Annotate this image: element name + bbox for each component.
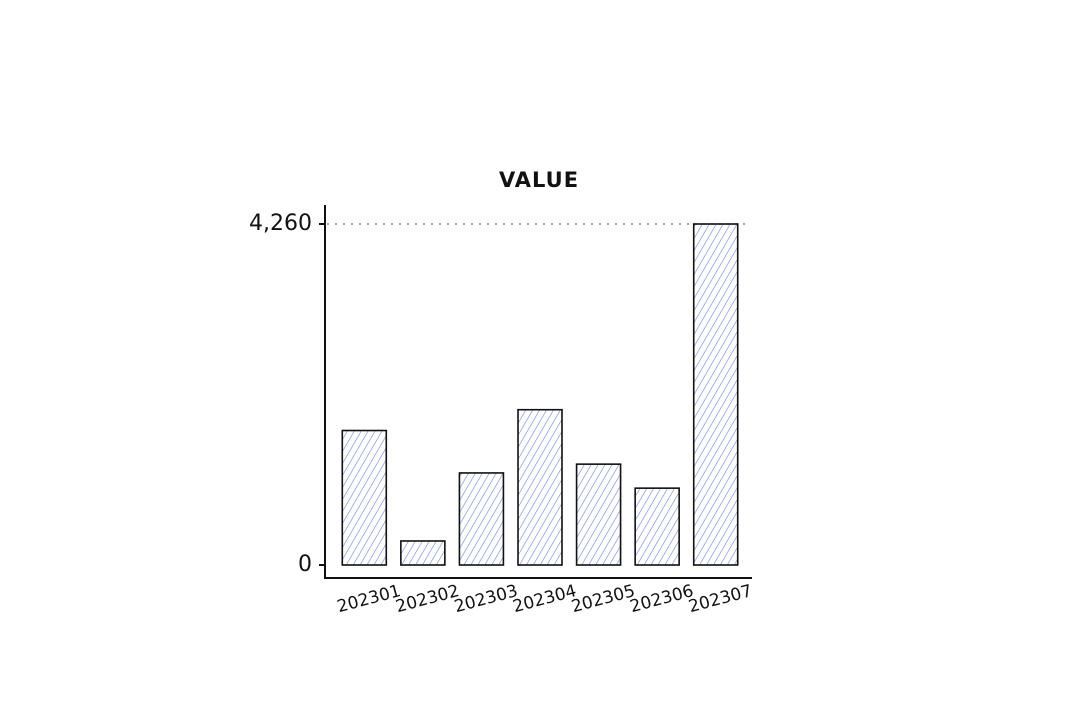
y-tick-label: 0 — [298, 552, 312, 577]
x-tick-label: 202303 — [452, 581, 520, 617]
bar — [692, 223, 739, 566]
bar — [517, 408, 563, 566]
bar — [400, 540, 446, 566]
y-tick-label: 4,260 — [249, 211, 312, 236]
x-tick-label: 202304 — [511, 581, 579, 617]
x-tick-label: 202305 — [569, 581, 637, 617]
chart-title: VALUE — [499, 168, 579, 192]
bar — [634, 487, 680, 566]
bar — [458, 472, 505, 566]
x-tick-label: 202301 — [335, 581, 403, 617]
x-tick-label: 202302 — [394, 581, 462, 617]
bar — [341, 429, 388, 566]
bar — [575, 463, 622, 566]
x-tick-label: 202306 — [628, 581, 696, 617]
x-tick-label: 202307 — [686, 581, 754, 617]
